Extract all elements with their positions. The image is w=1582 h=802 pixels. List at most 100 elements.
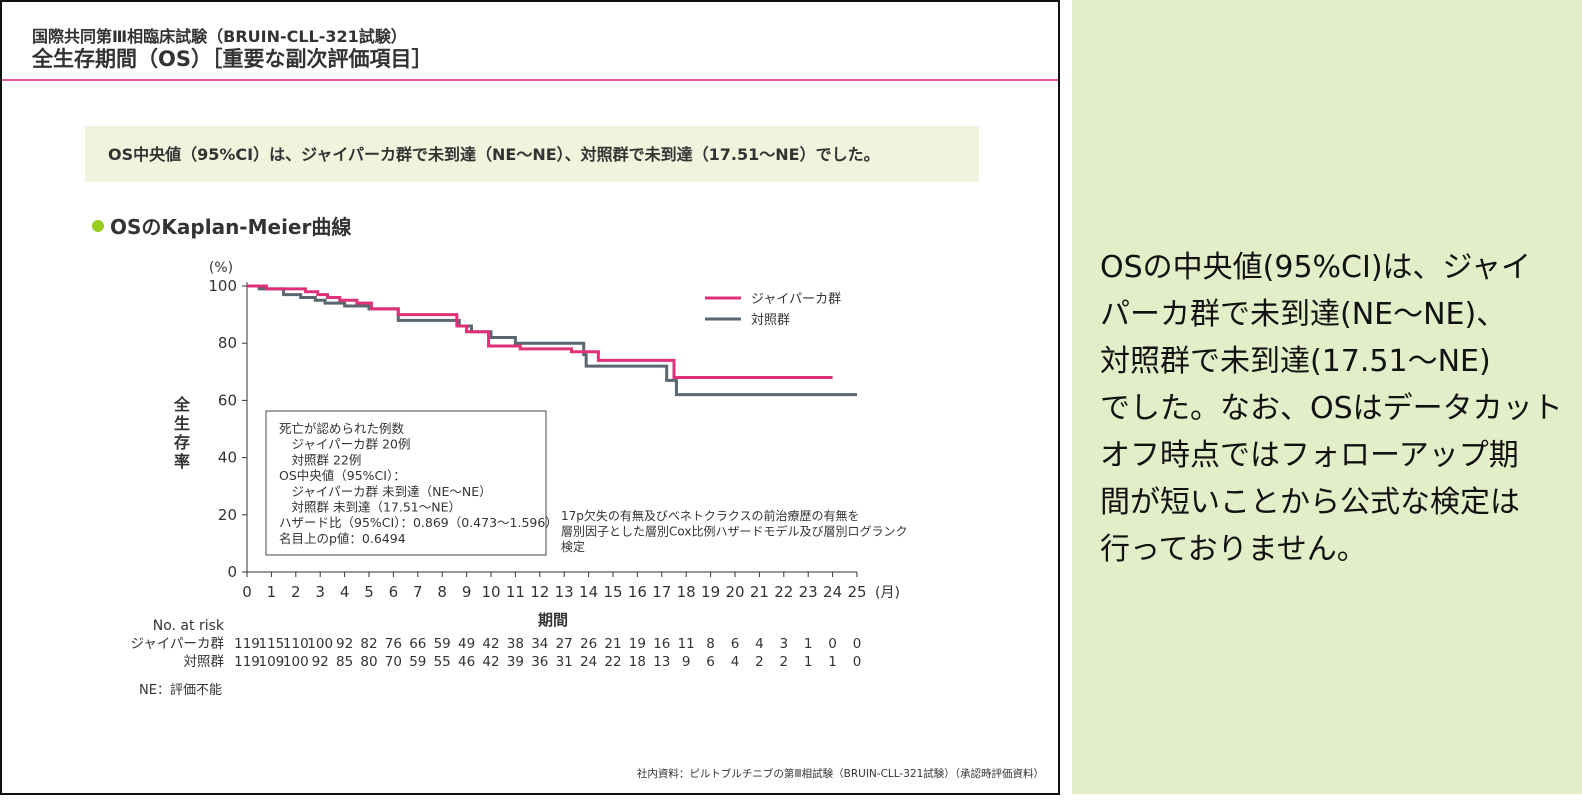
x-tick-label: 5: [364, 583, 374, 601]
risk-row-label: ジャイパーカ群: [130, 636, 224, 652]
info-box: [265, 410, 547, 556]
side-line: パーカ群で未到達(NE～NE)、: [1100, 297, 1507, 332]
risk-count: 42: [482, 636, 499, 652]
method-note: 層別因子とした層別Cox比例ハザードモデル及び層別ログランク: [561, 524, 907, 539]
risk-count: 38: [507, 636, 524, 652]
risk-count: 0: [853, 654, 862, 670]
x-tick-label: 24: [823, 583, 842, 601]
x-tick-label: 8: [437, 583, 447, 601]
y-tick-label: 0: [227, 563, 237, 581]
risk-count: 70: [385, 654, 402, 670]
x-tick-label: 12: [530, 583, 549, 601]
risk-count: 2: [780, 654, 789, 670]
x-tick-label: 22: [774, 583, 793, 601]
section-heading: OSのKaplan-Meier曲線: [110, 215, 351, 239]
risk-count: 22: [604, 654, 621, 670]
risk-count: 0: [828, 636, 837, 652]
y-tick-label: 80: [218, 334, 237, 352]
x-tick-label: 1: [267, 583, 277, 601]
risk-count: 76: [385, 636, 402, 652]
risk-count: 82: [360, 636, 377, 652]
risk-count: 46: [458, 654, 475, 670]
risk-count: 26: [580, 636, 597, 652]
risk-count: 31: [556, 654, 573, 670]
y-tick-label: 40: [218, 449, 237, 467]
slide: 国際共同第Ⅲ相臨床試験（BRUIN-CLL-321試験） 全生存期間（OS）［重…: [0, 0, 1060, 795]
risk-count: 3: [780, 636, 789, 652]
x-tick-label: 14: [579, 583, 598, 601]
risk-count: 59: [434, 636, 451, 652]
method-note: 検定: [561, 539, 585, 554]
risk-count: 119: [234, 636, 260, 652]
side-line: 行っておりません。: [1100, 532, 1367, 567]
risk-count: 13: [653, 654, 670, 670]
risk-count: 6: [731, 636, 740, 652]
risk-count: 49: [458, 636, 475, 652]
risk-count: 80: [360, 654, 377, 670]
risk-count: 100: [307, 636, 333, 652]
info-line: 死亡が認められた例数: [279, 421, 405, 436]
risk-count: 59: [409, 654, 426, 670]
legend-label: ジャイパーカ群: [751, 292, 841, 307]
x-tick-label: 16: [628, 583, 647, 601]
risk-count: 8: [706, 636, 715, 652]
x-tick-label: 2: [291, 583, 301, 601]
x-tick-label: 9: [462, 583, 472, 601]
risk-count: 85: [336, 654, 353, 670]
risk-count: 39: [507, 654, 524, 670]
info-line: ジャイパーカ群 20例: [279, 437, 411, 452]
risk-count: 55: [434, 654, 451, 670]
x-tick-label: 6: [389, 583, 399, 601]
x-tick-label: 20: [725, 583, 744, 601]
risk-count: 1: [804, 636, 813, 652]
y-axis-label: 存: [174, 433, 190, 452]
x-tick-label: 10: [481, 583, 500, 601]
source: 社内資料：ピルトブルチニブの第Ⅲ相試験（BRUIN-CLL-321試験）（承認時…: [637, 767, 1044, 780]
x-tick-label: 3: [315, 583, 325, 601]
info-line: 名目上のp値：0.6494: [279, 531, 406, 546]
x-unit: (月): [875, 585, 900, 601]
risk-count: 110: [283, 636, 309, 652]
method-note: 17p欠失の有無及びベネトクラクスの前治療歴の有無を: [561, 508, 860, 523]
x-tick-label: 23: [799, 583, 818, 601]
side-text: OSの中央値(95%CI)は、ジャイ パーカ群で未到達(NE～NE)、 対照群で未到…: [1100, 244, 1563, 573]
risk-row-label: 対照群: [184, 654, 225, 670]
risk-count: 34: [531, 636, 548, 652]
side-line: 間が短いことから公式な検定は: [1100, 485, 1520, 520]
risk-count: 21: [604, 636, 621, 652]
x-axis-label: 期間: [538, 611, 568, 629]
survival-curve: [247, 284, 833, 380]
risk-count: 1: [804, 654, 813, 670]
risk-count: 36: [531, 654, 548, 670]
x-tick-label: 17: [652, 583, 671, 601]
subtitle: 国際共同第Ⅲ相臨床試験（BRUIN-CLL-321試験）: [32, 27, 407, 46]
x-tick-label: 15: [603, 583, 622, 601]
title: 全生存期間（OS）［重要な副次評価項目］: [31, 47, 432, 71]
survival-curve: [247, 284, 857, 397]
side-panel: OSの中央値(95%CI)は、ジャイ パーカ群で未到達(NE～NE)、 対照群で未到…: [1072, 0, 1582, 794]
side-line: OSの中央値(95%CI)は、ジャイ: [1100, 250, 1532, 285]
legend-label: 対照群: [751, 313, 790, 328]
risk-count: 109: [259, 654, 285, 670]
risk-count: 18: [629, 654, 646, 670]
summary-box: [85, 126, 979, 182]
y-tick-label: 20: [218, 506, 237, 524]
x-tick-label: 11: [506, 583, 525, 601]
bullet: [92, 220, 104, 232]
risk-count: 42: [482, 654, 499, 670]
x-tick-label: 19: [701, 583, 720, 601]
x-tick-label: 21: [750, 583, 769, 601]
x-tick-label: 18: [677, 583, 696, 601]
risk-count: 24: [580, 654, 597, 670]
risk-count: 16: [653, 636, 670, 652]
y-axis-label: 生: [174, 414, 190, 433]
x-tick-label: 13: [555, 583, 574, 601]
info-line: 対照群 未到達（17.51～NE）: [279, 500, 461, 515]
risk-count: 11: [678, 636, 695, 652]
y-tick-label: 100: [208, 277, 237, 295]
x-tick-label: 0: [242, 583, 252, 601]
risk-count: 6: [706, 654, 715, 670]
risk-count: 1: [828, 654, 837, 670]
risk-count: 9: [682, 654, 691, 670]
